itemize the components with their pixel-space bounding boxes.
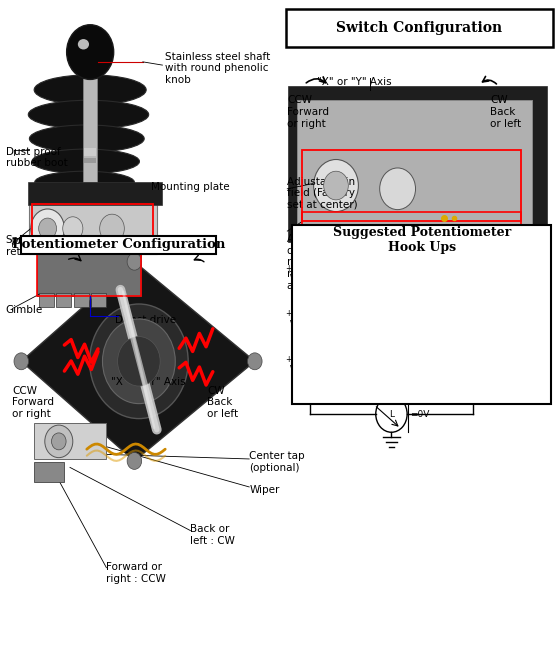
Text: Dust proof
rubber boot: Dust proof rubber boot [6, 146, 67, 169]
FancyBboxPatch shape [297, 100, 532, 237]
Ellipse shape [34, 75, 146, 105]
Text: CW
Back
or left: CW Back or left [490, 96, 521, 128]
Ellipse shape [35, 171, 134, 193]
Circle shape [14, 353, 29, 370]
Text: Terminal 1: Terminal 1 [315, 258, 362, 268]
Text: L: L [389, 409, 394, 419]
Text: L: L [389, 318, 394, 327]
Text: =0V: =0V [410, 409, 430, 419]
Text: Approximately 3
degrees of
movement
required to
activate switch: Approximately 3 degrees of movement requ… [287, 234, 373, 290]
FancyBboxPatch shape [448, 227, 464, 241]
Circle shape [100, 214, 124, 243]
FancyBboxPatch shape [29, 203, 157, 254]
Text: +10V
VDC
CW: +10V VDC CW [285, 264, 306, 294]
FancyBboxPatch shape [292, 225, 551, 404]
Circle shape [248, 353, 262, 370]
FancyBboxPatch shape [34, 462, 64, 482]
Text: -10V
VDC
CCW: -10V VDC CCW [477, 309, 494, 339]
FancyBboxPatch shape [470, 227, 486, 241]
Text: +10V
VDC
CW: +10V VDC CW [285, 309, 306, 339]
Circle shape [102, 319, 175, 404]
Text: Center tap
(optional): Center tap (optional) [249, 451, 305, 473]
Circle shape [118, 337, 160, 386]
FancyBboxPatch shape [56, 293, 71, 307]
Text: =0V: =0V [410, 364, 430, 373]
Text: L: L [389, 364, 394, 373]
Circle shape [324, 171, 348, 200]
Text: Adjustable in
field (Factory
set at center): Adjustable in field (Factory set at cent… [287, 177, 358, 210]
FancyBboxPatch shape [305, 227, 321, 241]
FancyBboxPatch shape [358, 227, 374, 241]
Text: Potentiometer Configuration: Potentiometer Configuration [12, 238, 226, 251]
FancyBboxPatch shape [37, 254, 141, 296]
Circle shape [63, 217, 83, 240]
Circle shape [39, 218, 57, 239]
Text: Wiper: Wiper [249, 484, 279, 495]
Text: CW
Back
or left: CW Back or left [207, 386, 239, 419]
Circle shape [67, 25, 114, 79]
Circle shape [314, 159, 358, 212]
Text: Stainless steel shaft
with round phenolic
knob: Stainless steel shaft with round phenoli… [165, 52, 270, 85]
FancyBboxPatch shape [91, 293, 106, 307]
FancyBboxPatch shape [426, 227, 441, 241]
FancyBboxPatch shape [403, 227, 419, 241]
Text: Center
tap: Center tap [453, 344, 484, 363]
Text: "X" or "Y" Axis: "X" or "Y" Axis [317, 77, 392, 87]
FancyBboxPatch shape [84, 158, 96, 163]
FancyBboxPatch shape [381, 227, 396, 241]
Text: CCW
Forward
or right: CCW Forward or right [287, 96, 329, 128]
Text: Suggested Potentiometer
Hook Ups: Suggested Potentiometer Hook Ups [333, 225, 511, 254]
Text: +10V
VDC
CCW: +10V VDC CCW [477, 355, 498, 385]
Text: Snap action
switch: Snap action switch [474, 230, 536, 252]
Text: Back or
left : CW: Back or left : CW [190, 524, 235, 546]
Ellipse shape [78, 39, 89, 49]
Circle shape [90, 304, 188, 419]
FancyBboxPatch shape [34, 423, 106, 459]
FancyBboxPatch shape [84, 148, 96, 156]
Text: Switch Configuration: Switch Configuration [337, 21, 502, 35]
Text: CCW
Forward
or right: CCW Forward or right [12, 386, 54, 419]
Circle shape [127, 452, 142, 469]
Circle shape [45, 425, 73, 458]
Text: Spring
return device: Spring return device [6, 235, 75, 257]
Polygon shape [21, 262, 255, 461]
FancyBboxPatch shape [28, 182, 162, 205]
Ellipse shape [32, 149, 139, 174]
Ellipse shape [29, 125, 144, 152]
FancyBboxPatch shape [74, 293, 89, 307]
FancyBboxPatch shape [288, 86, 547, 242]
Circle shape [380, 168, 416, 210]
Text: +10V
VDC
CW: +10V VDC CW [285, 355, 306, 385]
FancyBboxPatch shape [330, 227, 346, 241]
Text: Direct drive: Direct drive [115, 315, 176, 326]
FancyBboxPatch shape [21, 236, 216, 254]
Text: POT CENTER
AT NEUTRAL = 50% ± 1.5%: POT CENTER AT NEUTRAL = 50% ± 1.5% [300, 381, 434, 403]
Text: =5V: =5V [410, 318, 430, 327]
FancyBboxPatch shape [39, 293, 54, 307]
Ellipse shape [29, 100, 149, 129]
Text: Gimble: Gimble [6, 305, 43, 315]
Text: Forward or
right : CCW: Forward or right : CCW [106, 562, 166, 584]
Text: Mounting plate: Mounting plate [151, 182, 230, 193]
Circle shape [127, 253, 142, 270]
Text: CCW: CCW [477, 274, 494, 283]
FancyBboxPatch shape [83, 59, 97, 182]
Text: "X" or "Y" Axis: "X" or "Y" Axis [111, 377, 185, 387]
Text: Terminal 3: Terminal 3 [395, 258, 442, 268]
Circle shape [31, 209, 64, 248]
FancyBboxPatch shape [286, 9, 553, 47]
Circle shape [52, 433, 66, 450]
